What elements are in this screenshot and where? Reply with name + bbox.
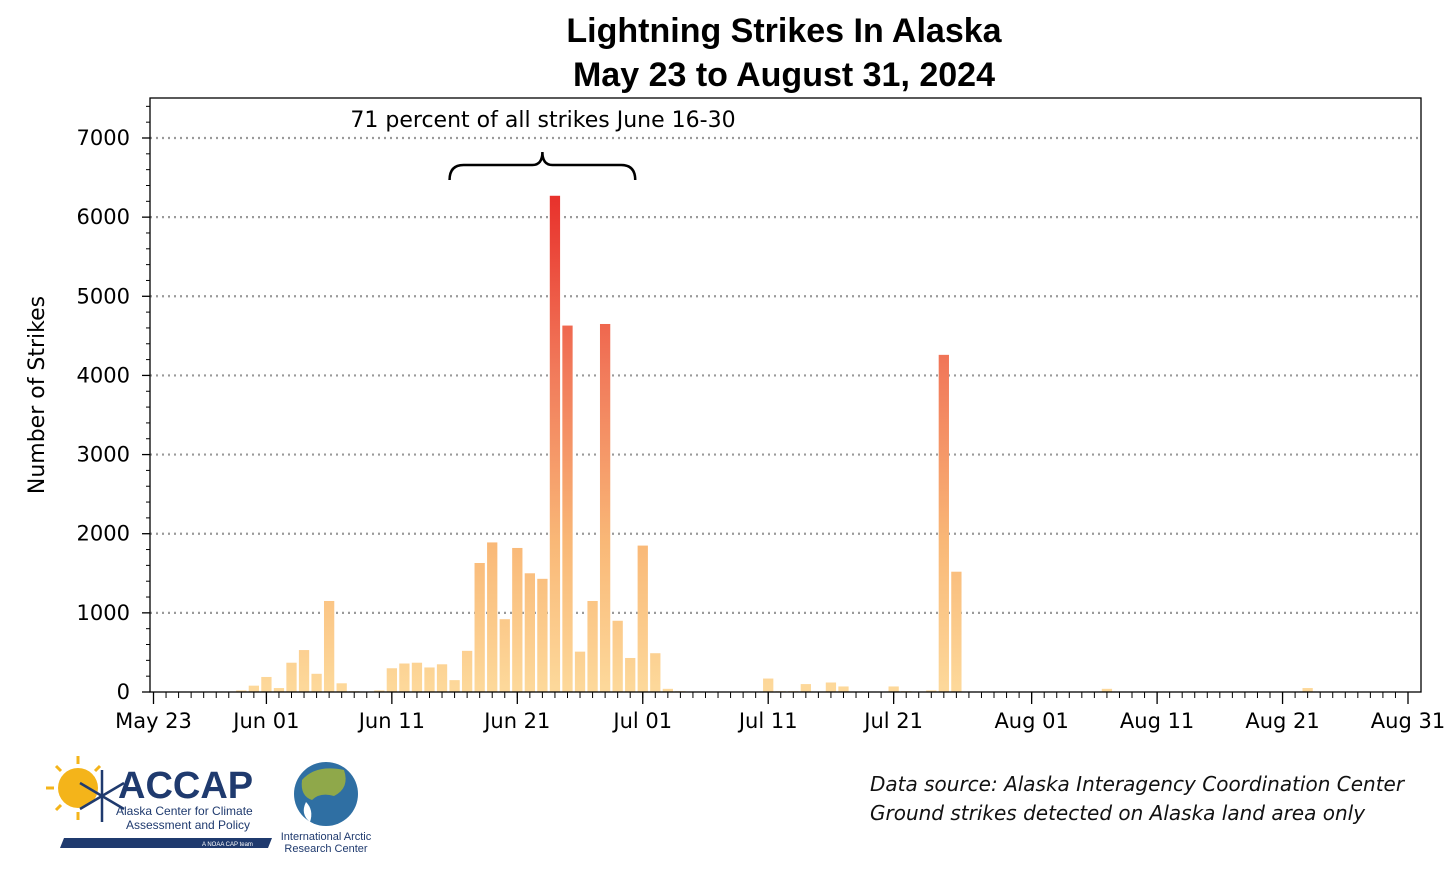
- bar: [637, 545, 648, 692]
- bar: [537, 578, 548, 692]
- x-tick-label: Jun 01: [231, 709, 299, 733]
- bar: [825, 682, 837, 692]
- x-tick-label: Jul 01: [611, 709, 672, 733]
- x-tick-label: Aug 31: [1371, 709, 1445, 733]
- gridlines: [150, 136, 1421, 614]
- bar: [386, 668, 397, 692]
- data-source-line-2: Ground strikes detected on Alaska land a…: [870, 801, 1366, 825]
- bar: [336, 683, 347, 692]
- bar: [374, 690, 385, 692]
- bar: [926, 690, 937, 692]
- bar: [562, 325, 573, 692]
- chart-title: Lightning Strikes In Alaska: [566, 12, 1002, 50]
- lightning-chart: Lightning Strikes In Alaska May 23 to Au…: [25, 12, 1445, 733]
- plot-frame: [149, 97, 1422, 693]
- bar: [236, 690, 247, 692]
- bar: [838, 686, 849, 692]
- y-axis: 0 1000 2000 3000 4000 5000 6000 7000: [77, 105, 150, 704]
- bar: [1101, 688, 1113, 692]
- bar: [474, 562, 485, 692]
- y-axis-label: Number of Strikes: [25, 296, 50, 494]
- bar: [399, 663, 410, 692]
- logo-graphics: ACCAP Alaska Center for Climate Assessme…: [46, 756, 372, 855]
- bar: [323, 600, 335, 692]
- bar: [574, 651, 586, 692]
- x-tick-label: Jul 21: [862, 709, 923, 733]
- accap-subtitle-2: Assessment and Policy: [126, 818, 250, 832]
- x-tick-label: Jun 21: [482, 709, 550, 733]
- x-tick-label: Aug 21: [1245, 709, 1319, 733]
- globe-icon: [294, 762, 358, 826]
- iarc-line-2: Research Center: [284, 843, 367, 855]
- bar: [888, 686, 899, 692]
- bar: [612, 620, 623, 692]
- bar: [436, 664, 448, 692]
- bar: [1302, 688, 1313, 692]
- x-tick-label: Jun 11: [357, 709, 425, 733]
- data-source: Data source: Alaska Interagency Coordina…: [870, 770, 1404, 828]
- bar: [248, 685, 260, 692]
- bar: [424, 667, 435, 692]
- x-tick-label: May 23: [115, 709, 192, 733]
- bar: [411, 662, 423, 692]
- iarc-line-1: International Arctic: [281, 831, 372, 843]
- bar: [298, 650, 310, 692]
- bar: [650, 653, 661, 692]
- y-tick-label: 4000: [77, 363, 130, 387]
- accap-subtitle-1: Alaska Center for Climate: [116, 804, 253, 818]
- chart-subtitle: May 23 to August 31, 2024: [573, 56, 995, 94]
- bar: [286, 662, 297, 692]
- accap-badge-text: A NOAA CAP team: [202, 842, 253, 848]
- bar: [662, 688, 673, 692]
- bar: [487, 542, 498, 692]
- bar: [587, 600, 598, 692]
- bar: [599, 323, 611, 692]
- y-tick-label: 1000: [77, 601, 130, 625]
- y-tick-label: 2000: [77, 522, 130, 546]
- bar: [449, 680, 460, 692]
- bar: [461, 650, 473, 692]
- bar: [951, 571, 962, 692]
- bar: [549, 195, 561, 692]
- x-tick-label: Jul 11: [737, 709, 798, 733]
- y-tick-label: 3000: [77, 443, 130, 467]
- bar: [311, 673, 322, 692]
- bar: [499, 619, 510, 692]
- bar: [273, 688, 285, 692]
- bar: [938, 354, 949, 692]
- annotation-text: 71 percent of all strikes June 16-30: [350, 108, 735, 133]
- bar: [625, 657, 636, 692]
- snowflake-icon: [79, 770, 125, 822]
- logos: ACCAP Alaska Center for Climate Assessme…: [44, 752, 394, 862]
- bar: [524, 573, 535, 692]
- bars: [236, 195, 1313, 693]
- x-tick-label: Aug 01: [994, 709, 1068, 733]
- y-tick-label: 5000: [77, 284, 130, 308]
- y-tick-label: 6000: [77, 205, 130, 229]
- annotation-brace: [448, 151, 637, 181]
- accap-logo-text: ACCAP: [118, 765, 253, 807]
- accap-banner: [60, 838, 272, 848]
- bar: [763, 678, 774, 692]
- sun-icon: [46, 756, 102, 820]
- x-tick-label: Aug 11: [1120, 709, 1194, 733]
- x-axis: May 23 Jun 01 Jun 11 Jun 21 Jul 01 Jul 11 Jul …: [115, 692, 1445, 733]
- y-tick-label: 0: [117, 680, 130, 704]
- y-tick-label: 7000: [77, 126, 130, 150]
- data-source-line-1: Data source: Alaska Interagency Coordina…: [870, 772, 1405, 796]
- bar: [800, 684, 811, 692]
- bar: [512, 547, 523, 692]
- bar: [261, 676, 272, 692]
